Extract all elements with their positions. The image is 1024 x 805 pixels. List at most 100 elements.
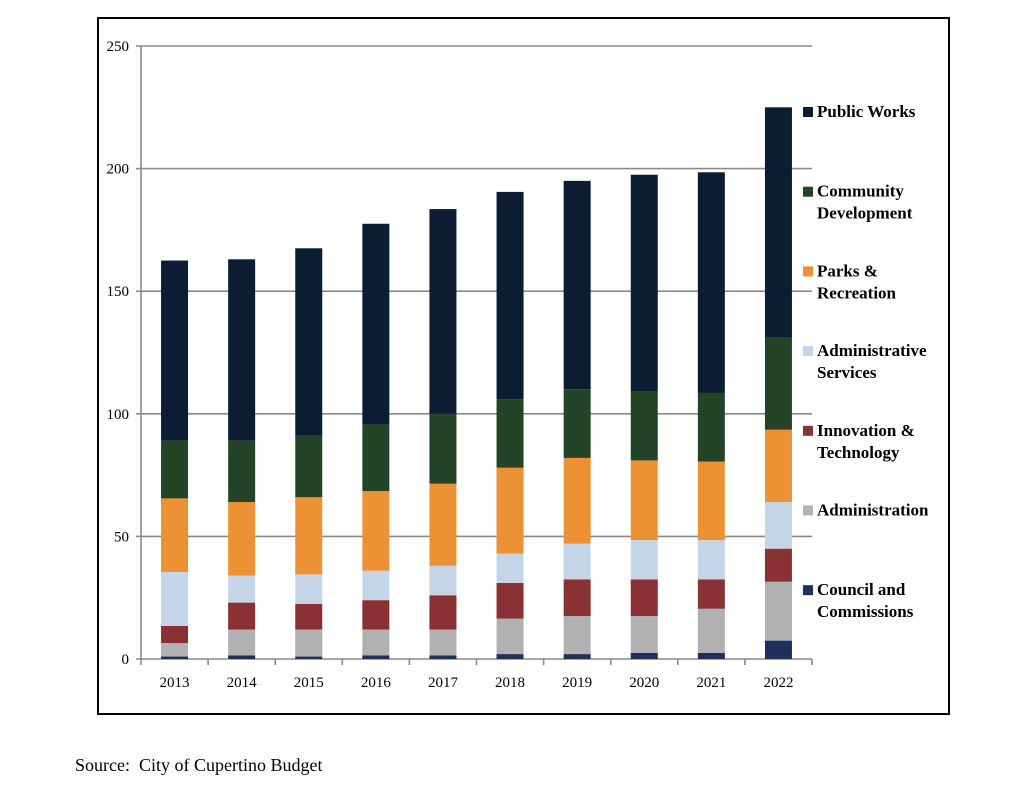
legend-label: Services [817,363,877,382]
bar-segment-council-and-commissions [161,656,189,659]
bar-segment-council-and-commissions [764,640,792,659]
bar-segment-council-and-commissions [563,654,591,659]
legend-swatch [803,186,813,197]
bar-segment-parks-recreation [295,497,323,575]
bar-segment-public-works [161,260,189,441]
legend-label: Development [817,204,913,223]
bar-segment-administrative-services [764,502,792,549]
bar-segment-administration [161,643,189,657]
bar-segment-council-and-commissions [362,655,390,659]
bar-segment-community-development [496,399,524,468]
legend-swatch [803,107,813,117]
legend-swatch [803,425,813,436]
legend-label: Administration [817,501,929,520]
x-tick-label: 2018 [495,675,525,691]
bar-segment-administration [563,616,591,655]
bar-segment-council-and-commissions [228,655,256,659]
legend-label: Innovation & [817,421,915,440]
bar-segment-administration [362,629,390,656]
x-tick-label: 2016 [361,675,392,691]
bar-segment-community-development [161,440,189,499]
bar-segment-administrative-services [630,540,658,580]
y-tick-label: 200 [107,162,130,178]
bar-segment-public-works [496,191,524,400]
bar-segment-administrative-services [295,574,323,604]
x-tick-label: 2020 [629,675,659,691]
bar-segment-council-and-commissions [496,654,524,659]
bar-segment-innovation-technology [764,548,792,582]
legend-label: Administrative [817,341,927,360]
bar-segment-administrative-services [429,565,457,596]
x-tick-label: 2021 [696,675,726,691]
bar-segment-parks-recreation [429,483,457,566]
legend-label: Parks & [817,261,878,280]
bar-segment-parks-recreation [630,460,658,541]
bar-segment-administrative-services [228,575,256,603]
bar-segment-administration [496,618,524,655]
bar-segment-community-development [630,391,658,461]
x-tick-label: 2013 [160,675,190,691]
bar-segment-council-and-commissions [429,655,457,659]
bar-segment-parks-recreation [563,457,591,544]
legend-label: Community [817,182,904,201]
bar-segment-parks-recreation [228,502,256,576]
legend-swatch [803,505,813,516]
bar-segment-innovation-technology [362,600,390,630]
x-tick-label: 2014 [227,675,258,691]
bar-segment-administration [630,616,658,653]
bar-segment-administrative-services [161,571,189,626]
source-note: Source: City of Cupertino Budget [75,755,323,775]
bar-segment-public-works [697,172,725,393]
bar-segment-public-works [228,259,256,441]
x-tick-label: 2022 [763,675,793,691]
y-tick-label: 100 [107,407,130,423]
bar-segment-public-works [563,180,591,390]
bar-segment-administrative-services [697,540,725,580]
bar-segment-council-and-commissions [295,656,323,659]
bar-segment-innovation-technology [563,579,591,617]
bar-segment-public-works [362,223,390,425]
bar-segment-community-development [563,389,591,458]
bar-segment-administrative-services [496,553,524,583]
bar-segment-administration [697,608,725,653]
bar-segment-administrative-services [563,543,591,580]
bar-segment-public-works [630,174,658,392]
bar-segment-innovation-technology [295,603,323,630]
legend-label: Recreation [817,283,897,302]
bar-segment-administrative-services [362,570,390,601]
bar-segment-administration [295,629,323,657]
bar-segment-parks-recreation [764,429,792,503]
legend-label: Commissions [817,602,914,621]
legend-label: Public Works [817,102,916,121]
y-tick-label: 0 [122,652,130,668]
legend-swatch [803,585,813,596]
bar-segment-parks-recreation [362,491,390,571]
bar-segment-innovation-technology [496,582,524,619]
bar-segment-parks-recreation [496,467,524,554]
y-tick-label: 150 [107,284,130,300]
x-tick-label: 2017 [428,675,459,691]
bar-segment-community-development [764,337,792,430]
bar-segment-public-works [295,248,323,436]
bar-segment-council-and-commissions [630,652,658,659]
bar-segment-innovation-technology [697,579,725,609]
bar-segment-community-development [429,413,457,484]
bar-segment-public-works [429,209,457,414]
bar-segment-administration [764,581,792,641]
bar-segment-parks-recreation [161,498,189,572]
legend-label: Council and [817,580,906,599]
bar-segment-innovation-technology [429,595,457,630]
y-tick-label: 50 [114,529,129,545]
bar-segment-public-works [764,107,792,338]
legend-swatch [803,346,813,357]
legend-label: Technology [817,443,900,462]
bar-segment-innovation-technology [161,625,189,644]
bar-segment-community-development [295,435,323,498]
x-tick-label: 2019 [562,675,592,691]
x-tick-label: 2015 [294,675,324,691]
bar-segment-community-development [228,440,256,503]
bar-segment-administration [228,629,256,656]
bar-segment-innovation-technology [630,579,658,617]
bar-segment-innovation-technology [228,602,256,630]
